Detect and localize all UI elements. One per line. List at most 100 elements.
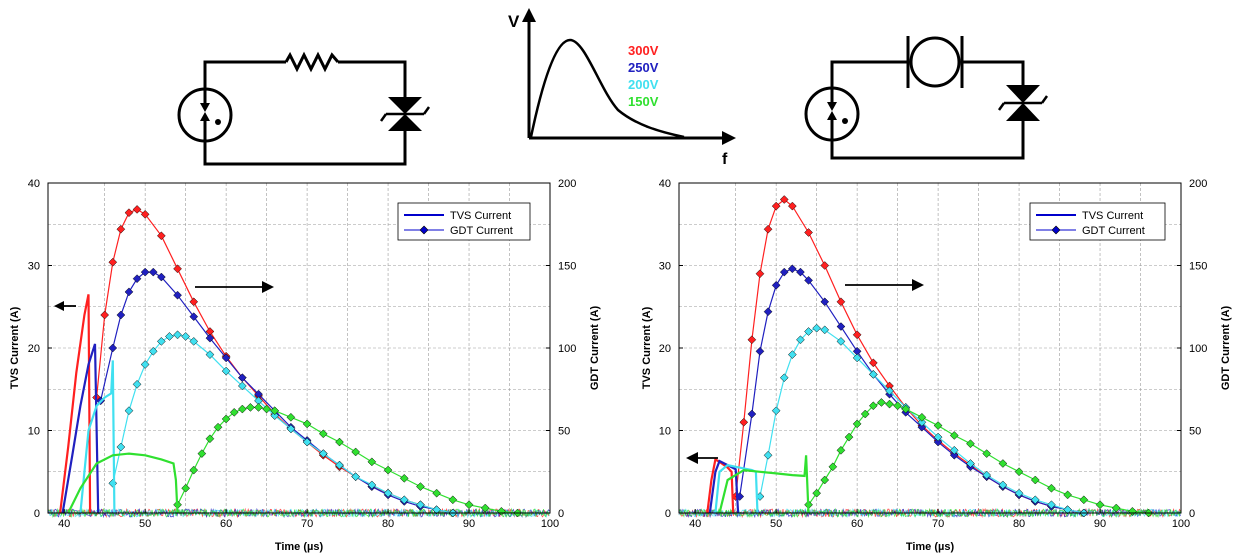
y-tick-label: 40 xyxy=(659,178,671,190)
gdt-marker-150V xyxy=(399,473,409,483)
gdt-series-150V xyxy=(808,401,1149,514)
x-tick-label: 80 xyxy=(1013,518,1025,530)
gdt-marker-250V xyxy=(173,290,182,300)
x-tick-label: 90 xyxy=(463,518,475,530)
y2-tick-label: 200 xyxy=(558,178,576,190)
legend-gdt-label: GDT Current xyxy=(450,225,513,237)
y-tick-label: 10 xyxy=(28,426,40,438)
left-chart-xlabel: Time (µs) xyxy=(275,541,324,553)
gdt-marker-150V xyxy=(229,407,239,417)
x-tick-label: 60 xyxy=(220,518,232,530)
tvs-triangle-bottom-right xyxy=(1006,103,1040,121)
gdt-marker-300V xyxy=(820,261,830,270)
inset-pulse-curve xyxy=(529,38,685,139)
legend-250v-label: 250V xyxy=(628,60,659,75)
gdt-marker-200V xyxy=(949,445,959,455)
right-circuit-fills xyxy=(827,85,1040,124)
gdt-marker-300V xyxy=(116,224,126,234)
gdt-marker-250V xyxy=(108,343,118,353)
tvs-series-150V xyxy=(718,455,810,514)
y-tick-label: 0 xyxy=(665,508,671,520)
gdt-marker-200V xyxy=(116,442,126,452)
gdt-marker-200V xyxy=(302,437,312,447)
gdt-marker-300V xyxy=(779,195,789,204)
gdt-series-300V xyxy=(735,198,1084,514)
gdt-marker-200V xyxy=(157,337,166,346)
y2-tick-label: 100 xyxy=(558,343,576,355)
tvs-triangle-top-right xyxy=(1006,85,1040,103)
gdt-marker-150V xyxy=(464,500,474,510)
gdt-marker-300V xyxy=(755,269,765,279)
gdt-marker-150V xyxy=(885,399,894,409)
baseline-noise-150V xyxy=(678,507,1181,519)
gdt-marker-150V xyxy=(448,495,458,505)
x-tick-label: 80 xyxy=(382,518,394,530)
gdt-marker-300V xyxy=(189,297,199,307)
x-tick-label: 60 xyxy=(851,518,863,530)
gdt-marker-150V xyxy=(860,409,870,419)
gdt-marker-200V xyxy=(173,330,182,340)
y-tick-label: 20 xyxy=(28,343,40,355)
gdt-marker-150V xyxy=(335,437,344,447)
gdt-marker-300V xyxy=(804,228,813,237)
gdt-marker-300V xyxy=(157,231,166,241)
tvs-axis-pointer-head xyxy=(54,301,64,311)
x-tick-label: 50 xyxy=(770,518,782,530)
gdt-marker-200V xyxy=(1014,488,1024,498)
gdt-marker-150V xyxy=(205,434,215,444)
gdt-marker-150V xyxy=(351,447,361,457)
gdt-envelope-circle xyxy=(909,36,961,88)
gdt-marker-150V xyxy=(982,449,992,458)
gdt-marker-150V xyxy=(1030,475,1040,485)
right-chart-y2label: GDT Current (A) xyxy=(1220,306,1232,391)
source-arrowhead-up xyxy=(200,112,210,121)
y-tick-label: 20 xyxy=(659,343,671,355)
legend-box xyxy=(1029,202,1166,241)
x-tick-label: 50 xyxy=(139,518,151,530)
gdt-marker-250V xyxy=(148,267,158,277)
gdt-marker-300V xyxy=(108,257,118,267)
gdt-marker-150V xyxy=(901,404,911,414)
gdt-marker-250V xyxy=(804,275,813,285)
gdt-marker-150V xyxy=(893,401,902,411)
tvs-hook-right-right xyxy=(1040,95,1049,104)
gdt-marker-150V xyxy=(416,482,425,491)
gdt-marker-250V xyxy=(140,267,150,277)
gdt-marker-300V xyxy=(788,201,797,211)
gdt-marker-250V xyxy=(836,322,846,331)
gdt-marker-200V xyxy=(181,332,190,341)
gdt-marker-150V xyxy=(1095,500,1105,510)
tvs-series-250V xyxy=(61,343,100,514)
gdt-marker-200V xyxy=(868,370,878,379)
gdt-marker-250V xyxy=(771,280,781,290)
gdt-marker-150V xyxy=(213,422,223,432)
gdt-marker-250V xyxy=(747,409,757,419)
gdt-marker-250V xyxy=(132,274,142,284)
gdt-axis-pointer-head xyxy=(262,281,274,293)
gdt-marker-250V xyxy=(779,267,789,277)
right-chart-gdt-series xyxy=(731,195,1153,518)
gdt-marker-200V xyxy=(367,480,377,490)
gdt-marker-300V xyxy=(173,264,182,274)
gdt-series-300V xyxy=(96,208,453,514)
gdt-marker-300V xyxy=(124,208,134,218)
gdt-marker-150V xyxy=(254,403,263,412)
source-dot-right xyxy=(842,118,848,124)
gdt-marker-250V xyxy=(820,297,830,307)
gdt-marker-250V xyxy=(949,450,959,460)
tvs-series-200V xyxy=(79,360,116,514)
gdt-marker-200V xyxy=(998,480,1008,490)
gdt-marker-200V xyxy=(189,337,199,346)
gdt-marker-300V xyxy=(132,205,142,214)
gdt-marker-200V xyxy=(351,472,361,482)
gdt-marker-200V xyxy=(108,478,118,488)
gdt-marker-200V xyxy=(124,406,134,416)
gdt-marker-150V xyxy=(432,488,441,498)
legend-300v-label: 300V xyxy=(628,43,659,58)
gdt-marker-200V xyxy=(237,381,247,391)
y2-tick-label: 50 xyxy=(558,426,570,438)
gdt-marker-200V xyxy=(771,406,781,416)
gdt-marker-200V xyxy=(812,323,821,333)
